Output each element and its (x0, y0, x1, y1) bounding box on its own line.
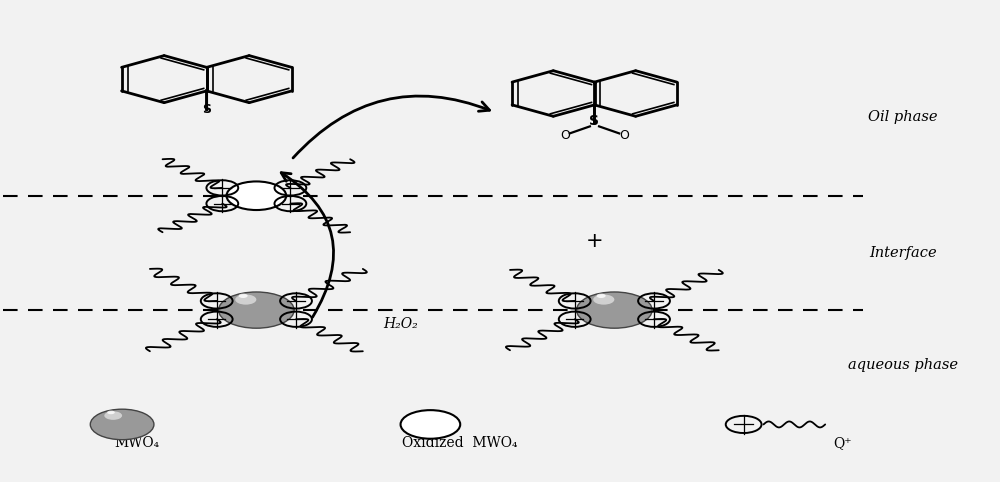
Text: O: O (619, 129, 629, 142)
Text: Q⁺: Q⁺ (833, 437, 852, 451)
Text: Interface: Interface (869, 246, 937, 260)
Circle shape (228, 296, 285, 324)
Text: Oil phase: Oil phase (868, 110, 938, 124)
Circle shape (581, 294, 647, 326)
Circle shape (219, 292, 294, 328)
Circle shape (233, 299, 280, 321)
Circle shape (107, 411, 115, 414)
Circle shape (90, 409, 154, 440)
Text: aqueous phase: aqueous phase (848, 358, 958, 372)
Circle shape (219, 292, 294, 328)
Circle shape (605, 306, 624, 315)
Circle shape (586, 296, 643, 324)
Text: S: S (589, 114, 599, 128)
Circle shape (90, 409, 154, 440)
Circle shape (595, 301, 633, 319)
Text: H₂O₂: H₂O₂ (383, 317, 418, 332)
Circle shape (104, 411, 122, 420)
Circle shape (247, 306, 266, 315)
Circle shape (577, 292, 652, 328)
Text: O: O (560, 129, 570, 142)
Circle shape (94, 411, 150, 438)
Circle shape (597, 294, 606, 298)
Circle shape (110, 419, 134, 430)
Text: MWO₄: MWO₄ (114, 437, 160, 451)
Circle shape (401, 410, 460, 439)
Circle shape (237, 301, 275, 319)
Circle shape (227, 181, 286, 210)
Text: +: + (586, 231, 603, 251)
Circle shape (252, 308, 261, 312)
Circle shape (577, 292, 652, 328)
Text: Oxidized  MWO₄: Oxidized MWO₄ (402, 437, 518, 451)
Circle shape (600, 303, 629, 317)
Circle shape (235, 295, 256, 305)
Circle shape (114, 421, 130, 428)
Circle shape (242, 303, 271, 317)
Text: S: S (202, 103, 211, 116)
Circle shape (118, 423, 126, 427)
Circle shape (591, 299, 638, 321)
Circle shape (102, 415, 142, 434)
Circle shape (239, 294, 248, 298)
Circle shape (106, 417, 138, 432)
Circle shape (223, 294, 289, 326)
Circle shape (593, 295, 614, 305)
Circle shape (610, 308, 619, 312)
Circle shape (98, 413, 146, 436)
